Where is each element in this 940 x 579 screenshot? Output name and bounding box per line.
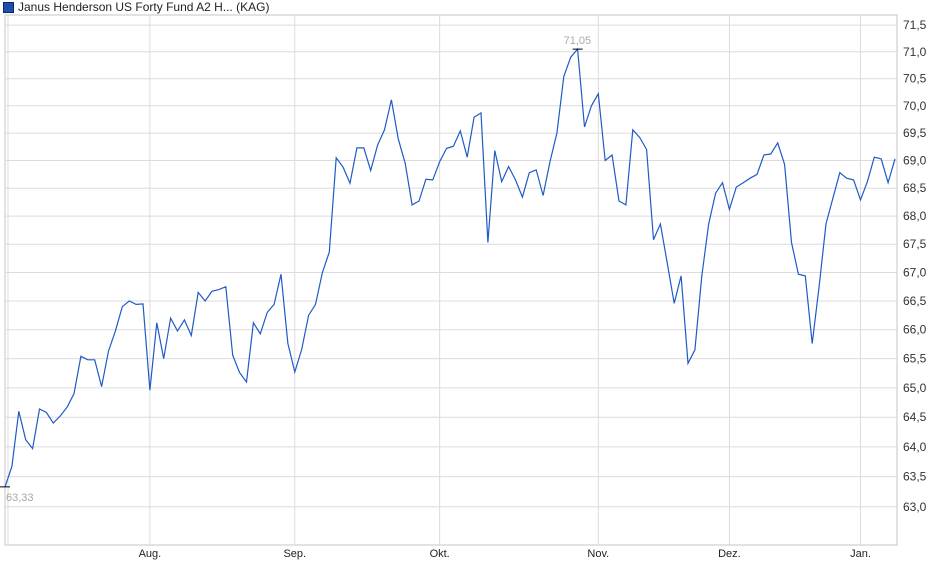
x-tick-label: Jan. — [850, 548, 871, 560]
legend-label: Janus Henderson US Forty Fund A2 H... (K… — [18, 0, 270, 14]
y-tick-label: 64,0 — [903, 440, 927, 454]
extreme-label: 63,33 — [6, 492, 34, 504]
y-tick-label: 68,0 — [903, 209, 927, 223]
legend: Janus Henderson US Forty Fund A2 H... (K… — [3, 0, 269, 14]
y-tick-label: 70,5 — [903, 72, 927, 86]
x-tick-label: Okt. — [430, 548, 450, 560]
y-tick-label: 65,5 — [903, 352, 927, 366]
y-tick-label: 63,5 — [903, 470, 927, 484]
y-tick-label: 66,0 — [903, 323, 927, 337]
y-tick-label: 70,0 — [903, 99, 927, 113]
y-tick-label: 68,5 — [903, 181, 927, 195]
y-tick-label: 66,5 — [903, 294, 927, 308]
x-tick-label: Dez. — [718, 548, 741, 560]
y-tick-label: 71,5 — [903, 18, 927, 32]
extreme-label: 71,05 — [564, 35, 592, 47]
x-tick-label: Nov. — [587, 548, 609, 560]
y-tick-label: 69,0 — [903, 154, 927, 168]
y-tick-label: 67,5 — [903, 237, 927, 251]
legend-swatch — [3, 1, 14, 13]
y-tick-label: 64,5 — [903, 410, 927, 424]
x-tick-label: Aug. — [139, 548, 162, 560]
y-tick-label: 67,0 — [903, 265, 927, 279]
series-line — [4, 47, 896, 488]
y-tick-label: 65,0 — [903, 381, 927, 395]
y-tick-label: 63,0 — [903, 500, 927, 514]
y-tick-label: 69,5 — [903, 126, 927, 140]
x-tick-label: Sep. — [283, 548, 306, 560]
y-tick-label: 71,0 — [903, 45, 927, 59]
plot-area — [4, 14, 898, 546]
